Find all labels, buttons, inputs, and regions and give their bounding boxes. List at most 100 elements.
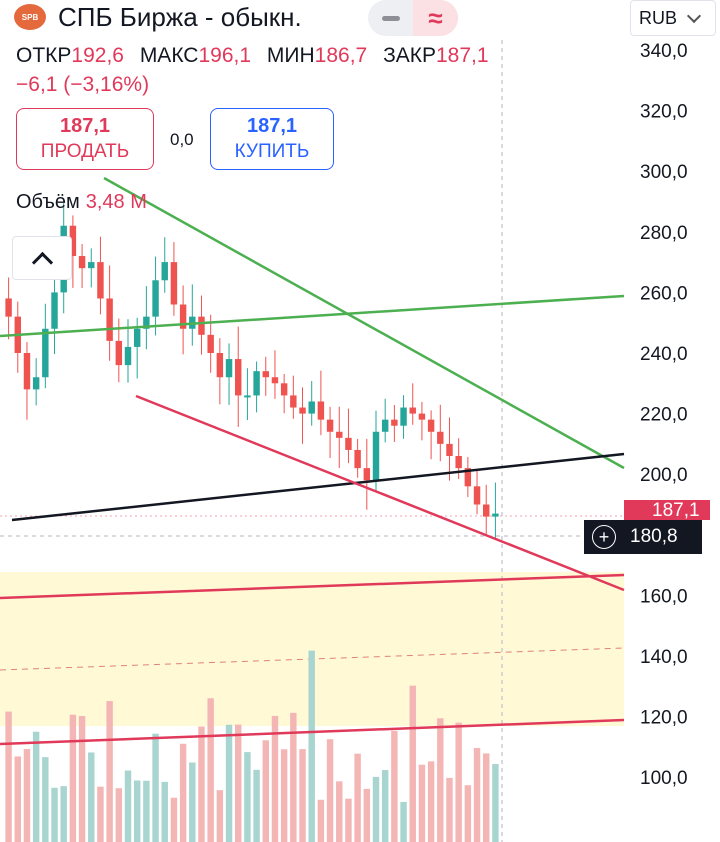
spread-value: 0,0 <box>170 130 194 149</box>
green-trendline-descending <box>103 176 625 470</box>
close-value: 187,1 <box>436 44 489 67</box>
candle-body <box>473 486 481 505</box>
volume-bars <box>5 650 499 842</box>
candle-body <box>88 262 95 269</box>
price-tick-label: 220,0 <box>640 405 688 426</box>
open-value: 192,6 <box>71 44 124 67</box>
candle-body <box>207 334 214 353</box>
low-value: 186,7 <box>314 44 368 67</box>
wave-icon[interactable]: ≈ <box>413 0 458 36</box>
red-trendline-descending <box>135 394 625 592</box>
candle-body <box>446 443 453 457</box>
volume-bar <box>308 650 315 842</box>
buy-label: КУПИТЬ <box>234 141 310 162</box>
candle-body <box>345 437 352 450</box>
candle-body <box>427 419 435 432</box>
candle-body <box>179 304 187 329</box>
candle-body <box>290 395 297 408</box>
volume-legend: Объём 3,48 M <box>16 191 147 214</box>
candle-body <box>225 359 233 378</box>
candle-body <box>115 340 123 366</box>
chart-type-toggle: ≈ <box>368 0 458 36</box>
candle-body <box>400 407 407 426</box>
candle-body <box>464 468 472 487</box>
candle-body <box>437 431 444 444</box>
volume-bar <box>51 787 58 842</box>
volume-bar <box>326 739 334 842</box>
candle-body <box>124 346 132 366</box>
last-price-value: 187,1 <box>652 500 700 520</box>
volume-bar <box>42 757 49 842</box>
candle-body <box>69 225 77 257</box>
volume-bar <box>152 733 159 842</box>
candle-body <box>198 316 205 335</box>
close-label: ЗАКР <box>383 44 436 67</box>
high-label: МАКС <box>139 44 199 67</box>
price-tick-label: 340,0 <box>640 41 688 62</box>
candle-body <box>32 377 40 390</box>
volume-bar <box>225 724 233 842</box>
candle-body <box>170 262 178 305</box>
volume-bar <box>271 715 279 842</box>
volume-bar <box>78 715 86 842</box>
volume-bar <box>106 701 113 842</box>
volume-bar <box>363 788 371 842</box>
candle-body <box>363 468 371 481</box>
candle-body <box>143 316 150 329</box>
candle-body <box>271 377 279 384</box>
volume-bar <box>14 756 21 842</box>
collapse-legend-button[interactable] <box>12 236 72 280</box>
volume-bar <box>409 685 416 842</box>
ohlc-row: ОТКР192,6 МАКС196,1 МИН186,7 ЗАКР187,1 <box>16 44 499 68</box>
volume-bar <box>143 780 150 842</box>
volume-bar <box>427 761 435 842</box>
volume-bar <box>317 799 325 842</box>
volume-bar <box>235 724 242 842</box>
crosshair-price-tag[interactable]: + 180,8 <box>584 520 702 554</box>
red-zone-top <box>0 573 625 600</box>
price-tick-label: 160,0 <box>640 586 688 607</box>
price-axis: 340,0 320,0 300,0 280,0 260,0 240,0 220,0 200,0… <box>640 41 688 789</box>
candle-body <box>106 298 113 341</box>
candle-body <box>372 431 380 481</box>
sell-label: ПРОДАТЬ <box>40 141 130 162</box>
candle-body <box>78 256 86 269</box>
add-alert-icon[interactable]: + <box>592 525 616 549</box>
volume-bar <box>280 749 288 842</box>
chevron-up-icon <box>31 251 53 273</box>
candle-body <box>336 431 343 438</box>
black-trendline <box>11 452 625 522</box>
buy-button[interactable]: 187,1 КУПИТЬ <box>210 108 334 170</box>
green-trendline-horizontal <box>0 294 625 338</box>
candle-body <box>97 262 104 299</box>
high-value: 196,1 <box>198 44 252 67</box>
sell-price: 187,1 <box>59 115 111 137</box>
candle-body <box>381 419 389 432</box>
volume-bar <box>483 753 490 842</box>
volume-bar <box>198 726 205 842</box>
candle-body <box>152 280 159 317</box>
price-tick-label: 320,0 <box>640 102 688 123</box>
low-label: МИН <box>266 44 315 67</box>
candle-body <box>216 353 224 378</box>
volume-bar <box>253 769 260 842</box>
candle-body <box>5 298 12 317</box>
volume-bar <box>492 764 499 842</box>
instrument-title[interactable]: СПБ Биржа - обыкн. <box>58 2 302 32</box>
chevron-down-icon <box>686 8 702 24</box>
bar-mode-button[interactable] <box>368 0 413 36</box>
volume-bar <box>97 786 104 842</box>
volume-bar <box>391 730 398 842</box>
price-tick-label: 100,0 <box>640 768 688 789</box>
last-price-tag: 187,1 <box>624 500 710 520</box>
red-zone-bottom <box>0 718 625 746</box>
currency-label: RUB <box>639 7 678 28</box>
sell-button[interactable]: 187,1 ПРОДАТЬ <box>16 108 154 170</box>
buy-price: 187,1 <box>246 115 298 137</box>
volume-bar <box>5 711 12 842</box>
volume-bar <box>455 722 462 842</box>
spb-logo[interactable]: SPB <box>14 4 46 30</box>
currency-select[interactable]: RUB <box>630 0 716 36</box>
candle-body <box>492 513 499 517</box>
